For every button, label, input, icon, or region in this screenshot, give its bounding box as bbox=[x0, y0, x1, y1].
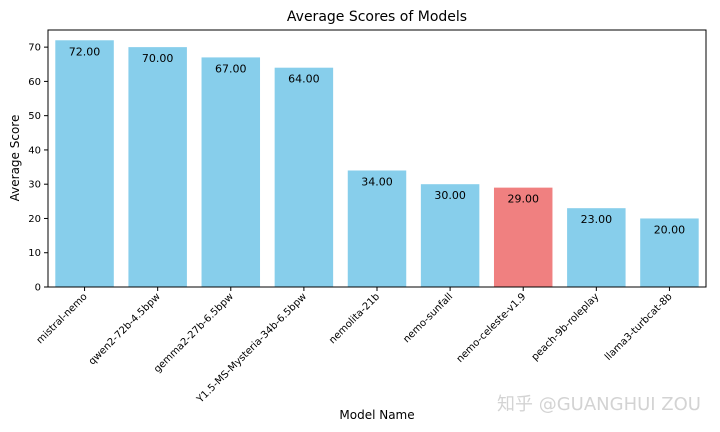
bar bbox=[55, 40, 114, 287]
bar-value-label: 72.00 bbox=[69, 45, 101, 58]
bar bbox=[493, 187, 553, 287]
x-tick-label: qwen2-72b-4.5bpw bbox=[87, 291, 163, 367]
y-tick-label: 20 bbox=[28, 214, 41, 225]
y-tick-label: 70 bbox=[28, 43, 41, 54]
x-tick-label: llama3-turbcat-8b bbox=[603, 291, 674, 362]
x-tick-label: peach-9b-roleplay bbox=[530, 291, 602, 363]
x-tick-label: nemo-sunfall bbox=[401, 291, 455, 345]
chart-title: Average Scores of Models bbox=[287, 9, 467, 25]
bar-value-label: 34.00 bbox=[361, 175, 393, 188]
bar bbox=[640, 218, 699, 287]
bar-value-label: 23.00 bbox=[581, 213, 613, 226]
bar bbox=[201, 57, 261, 288]
y-tick-label: 10 bbox=[28, 248, 41, 259]
x-tick-label: nemo-celeste-v1.9 bbox=[455, 291, 529, 365]
x-tick-label: mistral-nemo bbox=[35, 291, 90, 346]
bar-value-label: 30.00 bbox=[434, 189, 466, 202]
bar-value-label: 20.00 bbox=[654, 223, 686, 236]
x-tick-label: nemolita-21b bbox=[327, 291, 382, 346]
bar bbox=[128, 47, 187, 288]
bar bbox=[347, 170, 407, 287]
x-tick-label: gemma2-27b-6.5bpw bbox=[152, 291, 236, 375]
bar bbox=[274, 67, 334, 288]
bar-value-label: 70.00 bbox=[142, 52, 174, 65]
bar bbox=[420, 184, 480, 287]
plot-frame bbox=[47, 29, 707, 288]
y-tick-label: 50 bbox=[28, 111, 41, 122]
y-tick-label: 0 bbox=[35, 283, 41, 294]
x-axis-label: Model Name bbox=[339, 408, 414, 422]
bar-value-label: 67.00 bbox=[215, 62, 247, 75]
y-tick-label: 60 bbox=[28, 77, 41, 88]
y-tick-label: 30 bbox=[28, 180, 41, 191]
y-tick-label: 40 bbox=[28, 145, 41, 156]
watermark: 知乎 @GUANGHUI ZOU bbox=[497, 394, 701, 415]
bar-value-label: 64.00 bbox=[288, 73, 320, 86]
bar bbox=[567, 208, 626, 287]
y-axis-label: Average Score bbox=[8, 115, 22, 202]
bar-value-label: 29.00 bbox=[507, 193, 539, 206]
